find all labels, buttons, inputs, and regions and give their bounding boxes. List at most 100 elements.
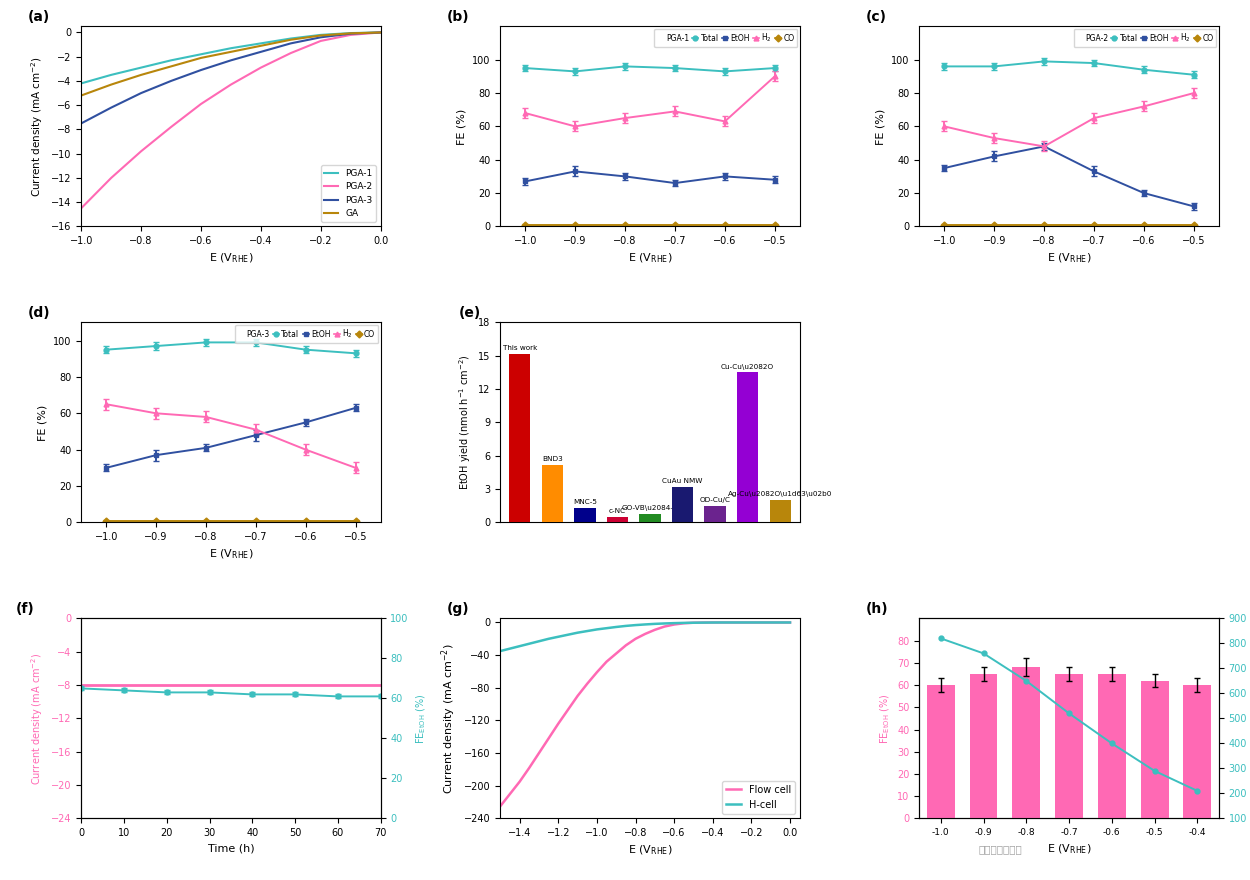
Flow cell — [560, 705, 575, 715]
Text: Ag-Cu\u2082O\u1d63\u02b0: Ag-Cu\u2082O\u1d63\u02b0 — [728, 491, 833, 497]
Y-axis label: Current density (mA cm$^{-2}$): Current density (mA cm$^{-2}$) — [30, 56, 45, 197]
Flow cell — [686, 618, 701, 628]
Flow cell — [725, 617, 740, 627]
Flow cell — [744, 617, 759, 627]
PGA-2 — [344, 30, 359, 40]
H-cell — [512, 641, 528, 651]
Flow cell — [580, 678, 595, 689]
GA — [314, 30, 329, 40]
PGA-3 — [194, 65, 209, 76]
Line: PGA-2: PGA-2 — [81, 33, 380, 209]
Flow cell — [715, 617, 730, 627]
PGA-3 — [134, 88, 149, 99]
PGA-3 — [74, 118, 89, 128]
Legend: Flow cell, H-cell: Flow cell, H-cell — [722, 781, 795, 813]
H-cell — [580, 626, 595, 636]
GA — [224, 47, 239, 57]
PGA-3 — [314, 32, 329, 42]
PGA-1 — [314, 30, 329, 40]
GA — [164, 61, 179, 71]
H-cell — [521, 638, 536, 649]
H-cell — [658, 618, 672, 628]
Y-axis label: FE$_{\rm EtOH}$ (%): FE$_{\rm EtOH}$ (%) — [414, 693, 428, 744]
H-cell — [648, 619, 662, 629]
PGA-2 — [372, 27, 388, 38]
H-cell — [764, 617, 779, 627]
Text: c-NC: c-NC — [609, 508, 626, 514]
GA — [284, 34, 299, 45]
Flow cell — [492, 801, 508, 811]
PGA-3 — [104, 102, 119, 113]
PGA-1 — [224, 43, 239, 54]
Flow cell — [512, 776, 528, 787]
Text: (g): (g) — [446, 603, 469, 616]
H-cell — [782, 617, 798, 627]
Line: GA: GA — [81, 33, 380, 96]
PGA-3 — [224, 55, 239, 66]
Text: BND3: BND3 — [542, 456, 562, 462]
Line: PGA-3: PGA-3 — [81, 33, 380, 123]
Text: OD-Cu/C: OD-Cu/C — [700, 497, 730, 503]
H-cell — [531, 636, 546, 647]
Legend: PGA-3, Total, EtOH, H$_2$, CO: PGA-3, Total, EtOH, H$_2$, CO — [235, 325, 379, 343]
Flow cell — [772, 617, 788, 627]
H-cell — [638, 620, 652, 630]
X-axis label: E (V$_{\rm RHE}$): E (V$_{\rm RHE}$) — [209, 547, 254, 561]
X-axis label: E (V$_{\rm RHE}$): E (V$_{\rm RHE}$) — [628, 252, 672, 265]
Text: (d): (d) — [28, 306, 50, 320]
Bar — [928, 685, 955, 818]
Bar — [608, 517, 628, 523]
Bar — [738, 372, 759, 523]
Flow cell — [764, 617, 779, 627]
GA — [104, 79, 119, 90]
Text: (a): (a) — [28, 11, 50, 25]
GA — [372, 27, 388, 38]
H-cell — [725, 617, 740, 627]
H-cell — [551, 632, 566, 642]
X-axis label: Time (h): Time (h) — [208, 844, 254, 854]
Bar — [541, 465, 562, 523]
GA — [254, 40, 269, 51]
PGA-2 — [104, 172, 119, 183]
Line: H-cell: H-cell — [500, 622, 790, 651]
Text: GO-VB\u2084-4: GO-VB\u2084-4 — [621, 505, 679, 510]
Legend: PGA-2, Total, EtOH, H$_2$, CO: PGA-2, Total, EtOH, H$_2$, CO — [1074, 29, 1216, 48]
Text: (c): (c) — [865, 11, 886, 25]
PGA-1 — [254, 38, 269, 48]
Text: This work: This work — [503, 345, 538, 351]
Y-axis label: EtOH yield (nmol h$^{-1}$ cm$^{-2}$): EtOH yield (nmol h$^{-1}$ cm$^{-2}$) — [458, 355, 472, 490]
Bar — [770, 500, 791, 523]
H-cell — [715, 617, 730, 627]
Flow cell — [590, 667, 605, 678]
PGA-3 — [344, 28, 359, 39]
PGA-1 — [164, 55, 179, 66]
Bar — [509, 354, 530, 523]
Bar — [1098, 674, 1126, 818]
GA — [344, 28, 359, 39]
H-cell — [676, 618, 691, 628]
H-cell — [705, 617, 720, 627]
PGA-2 — [254, 62, 269, 73]
Y-axis label: Current density (mA cm$^{-2}$): Current density (mA cm$^{-2}$) — [440, 643, 459, 794]
Flow cell — [599, 656, 614, 667]
Flow cell — [782, 617, 798, 627]
PGA-3 — [164, 76, 179, 86]
Flow cell — [638, 628, 652, 639]
Text: MNC-5: MNC-5 — [572, 499, 598, 505]
Bar — [1055, 674, 1082, 818]
GA — [194, 53, 209, 63]
Legend: PGA-1, PGA-2, PGA-3, GA: PGA-1, PGA-2, PGA-3, GA — [321, 165, 376, 222]
Flow cell — [658, 621, 672, 632]
GA — [134, 70, 149, 80]
H-cell — [503, 643, 518, 654]
Flow cell — [666, 620, 681, 630]
H-cell — [599, 623, 614, 634]
H-cell — [619, 620, 634, 631]
Flow cell — [541, 733, 556, 744]
Line: Flow cell: Flow cell — [500, 622, 790, 806]
H-cell — [541, 634, 556, 644]
Bar — [705, 506, 726, 523]
PGA-1 — [344, 28, 359, 39]
PGA-2 — [314, 36, 329, 47]
Text: Cu-Cu\u2082O: Cu-Cu\u2082O — [721, 363, 774, 370]
